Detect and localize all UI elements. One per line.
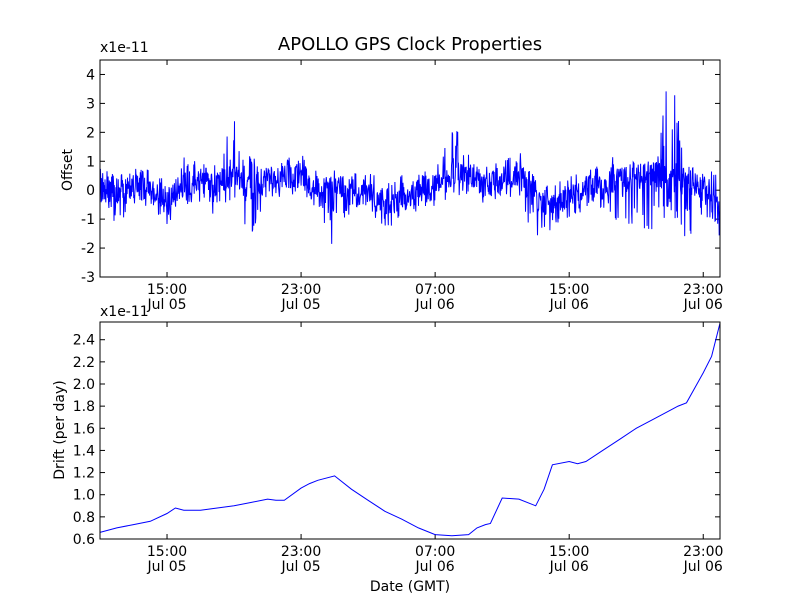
x-tick-time-label: 23:00	[281, 282, 321, 298]
y-tick-label: 2.4	[73, 333, 95, 349]
y-tick-label: 2.2	[73, 355, 95, 371]
x-tick-date-label: Jul 06	[683, 559, 723, 575]
offset-plot-frame	[99, 59, 721, 278]
offset-y-axis-label: Offset	[60, 148, 76, 191]
y-tick-label: 1.2	[73, 466, 95, 482]
y-tick-label: 4	[86, 67, 95, 83]
y-tick-label: -3	[81, 270, 95, 286]
y-tick-label: 2.0	[73, 377, 95, 393]
offset-scale-note: x1e-11	[100, 40, 149, 56]
x-tick-date-label: Jul 06	[549, 559, 589, 575]
offset-series	[99, 91, 721, 244]
offset-series-line	[99, 91, 721, 244]
x-tick-time-label: 23:00	[683, 282, 723, 298]
x-tick-time-label: 07:00	[415, 282, 455, 298]
x-tick-time-label: 15:00	[549, 544, 589, 560]
x-tick-date-label: Jul 05	[146, 559, 186, 575]
y-tick-label: -1	[81, 212, 95, 228]
drift-y-axis-label: Drift (per day)	[52, 380, 68, 479]
drift-chart: x1e-11 Drift (per day) Date (GMT) 0.6 0.8…	[52, 304, 723, 595]
y-tick-label: 2	[86, 125, 95, 141]
x-tick-time-label: 23:00	[683, 544, 723, 560]
chart-title: APOLLO GPS Clock Properties	[278, 34, 542, 55]
drift-series	[99, 322, 721, 537]
x-tick-date-label: Jul 05	[146, 297, 186, 313]
drift-scale-note: x1e-11	[100, 304, 149, 320]
x-tick-date-label: Jul 06	[415, 559, 455, 575]
y-tick-label: 0	[86, 183, 95, 199]
x-tick-time-label: 15:00	[549, 282, 589, 298]
drift-x-axis-label: Date (GMT)	[370, 579, 450, 595]
offset-chart: APOLLO GPS Clock Properties x1e-11 Offse…	[60, 34, 723, 313]
y-tick-label: 0.8	[73, 510, 95, 526]
x-tick-date-label: Jul 06	[549, 297, 589, 313]
y-tick-label: 1.6	[73, 421, 95, 437]
x-tick-date-label: Jul 06	[415, 297, 455, 313]
x-tick-time-label: 15:00	[147, 282, 187, 298]
x-tick-date-label: Jul 05	[281, 559, 321, 575]
y-tick-label: -2	[81, 241, 95, 257]
drift-series-line	[99, 322, 721, 537]
y-tick-label: 1.0	[73, 488, 95, 504]
x-tick-time-label: 23:00	[281, 544, 321, 560]
y-tick-label: 0.6	[73, 532, 95, 548]
y-tick-label: 3	[86, 96, 95, 112]
y-tick-label: 1.8	[73, 399, 95, 415]
x-tick-date-label: Jul 06	[683, 297, 723, 313]
x-tick-time-label: 15:00	[147, 544, 187, 560]
y-tick-label: 1.4	[73, 443, 95, 459]
x-tick-time-label: 07:00	[415, 544, 455, 560]
drift-plot-frame	[99, 321, 721, 540]
x-tick-date-label: Jul 05	[281, 297, 321, 313]
y-tick-label: 1	[86, 154, 95, 170]
